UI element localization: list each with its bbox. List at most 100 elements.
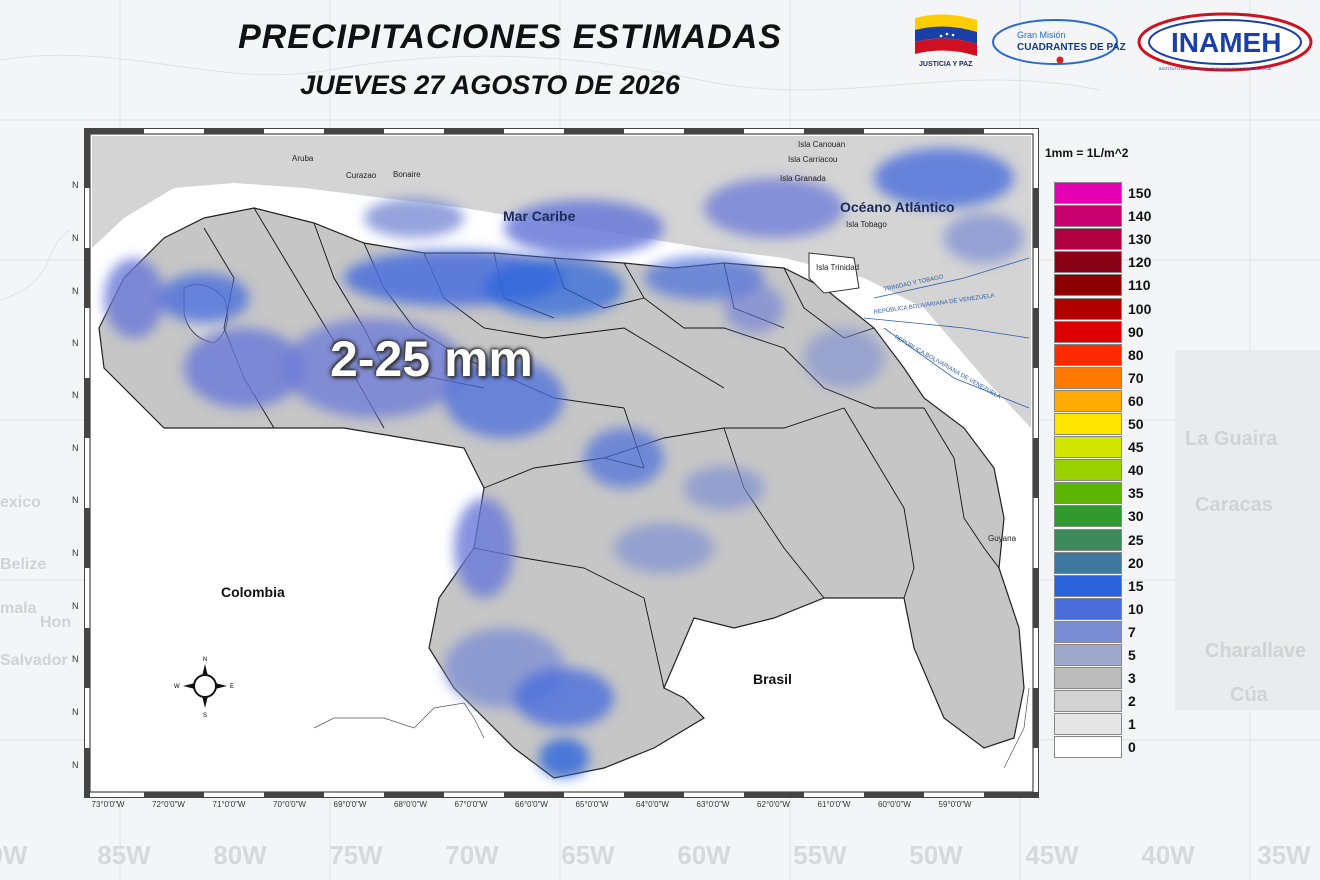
longitude-label: 66°0'0"W (515, 800, 548, 809)
svg-text:W: W (174, 684, 180, 690)
svg-text:E: E (230, 684, 234, 690)
compass-rose-icon: N S W E (174, 657, 234, 719)
island-label: Bonaire (393, 170, 421, 179)
legend-swatch (1054, 574, 1122, 597)
legend-swatch (1054, 320, 1122, 343)
inameh-text: INAMEH (1171, 27, 1281, 58)
flag-caption: JUSTICIA Y PAZ (919, 61, 973, 68)
island-label: Isla Granada (780, 174, 826, 183)
legend-value-label: 20 (1128, 554, 1144, 571)
longitude-label: 65°0'0"W (575, 800, 609, 809)
legend-swatch (1054, 620, 1122, 643)
legend-value-label: 3 (1128, 670, 1136, 687)
lat-label: N (72, 495, 79, 505)
longitude-label: 59°0'0"W (938, 800, 972, 809)
logos-bar: JUSTICIA Y PAZ Gran Misión CUADRANTES DE… (915, 12, 1313, 72)
longitude-label: 68°0'0"W (394, 800, 427, 809)
precip-range-label: 2-25 mm (330, 331, 533, 387)
bg-city-label: exico (0, 494, 41, 511)
legend-value-label: 110 (1128, 277, 1151, 294)
legend-swatch (1054, 644, 1122, 666)
legend-swatch (1054, 667, 1122, 690)
venezuela-flag-logo: JUSTICIA Y PAZ (915, 14, 977, 68)
inameh-caption: INSTITUTO NACIONAL DE METEOROLOGÍA E HID… (1159, 66, 1272, 71)
legend-swatch (1054, 736, 1122, 759)
bg-longitude-label: 85W (97, 840, 151, 870)
legend-swatch (1054, 343, 1122, 366)
legend-swatch (1054, 436, 1122, 459)
precipitation-map: TRINIDAD Y TOBAGO REPÚBLICA BOLIVARIANA … (84, 128, 1039, 798)
lat-label: N (72, 548, 79, 558)
lat-label: N (72, 180, 79, 190)
longitude-label: 73°0'0"W (91, 800, 125, 809)
legend-swatch (1054, 505, 1122, 528)
bg-city-label: Cúa (1230, 684, 1268, 706)
trinidad-island (808, 252, 860, 294)
legend-value-label: 7 (1128, 623, 1136, 640)
legend-value-label: 45 (1128, 439, 1144, 456)
longitude-label: 60°0'0"W (878, 800, 911, 809)
page-subtitle: JUEVES 27 AGOSTO DE 2026 (300, 70, 680, 100)
lat-label: N (72, 707, 79, 717)
legend-swatch (1054, 389, 1122, 412)
island-label: Aruba (292, 154, 314, 163)
legend-swatch (1054, 182, 1122, 204)
mision-line2: CUADRANTES DE PAZ (1017, 42, 1126, 53)
page-title: PRECIPITACIONES ESTIMADAS (238, 18, 782, 56)
legend-value-label: 150 (1128, 185, 1152, 201)
legend-value-label: 1 (1128, 716, 1136, 733)
region-label-mar-caribe: Mar Caribe (503, 208, 576, 224)
svg-text:N: N (203, 657, 207, 663)
legend-swatch (1054, 597, 1122, 620)
region-label-guyana: Guyana (988, 534, 1017, 543)
neighbour-borders (313, 687, 1030, 769)
bg-city-label: Belize (0, 556, 47, 573)
longitude-label: 70°0'0"W (273, 800, 306, 809)
legend-swatch (1054, 551, 1122, 574)
island-label: Isla Trinidad (816, 263, 860, 272)
bg-longitude-label: 0W (0, 840, 28, 870)
longitude-label: 67°0'0"W (454, 800, 488, 809)
legend-unit: 1mm = 1L/m^2 (1045, 146, 1129, 160)
legend-value-label: 0 (1128, 739, 1136, 756)
legend-swatch (1054, 713, 1122, 736)
bg-longitude-label: 75W (329, 840, 383, 870)
bg-city-label: Charallave (1205, 640, 1307, 662)
bg-longitude-label: 40W (1141, 840, 1195, 870)
inameh-logo: INAMEH INSTITUTO NACIONAL DE METEOROLOGÍ… (1137, 12, 1313, 72)
legend-swatch (1054, 228, 1122, 251)
longitude-label: 61°0'0"W (817, 800, 851, 809)
legend-value-label: 140 (1128, 208, 1152, 225)
legend-swatch (1054, 413, 1122, 435)
legend-value-label: 100 (1128, 300, 1152, 317)
legend-swatch (1054, 459, 1122, 482)
lat-label: N (72, 390, 79, 400)
lat-label: N (72, 760, 79, 770)
legend-swatch (1054, 251, 1122, 274)
longitude-label: 62°0'0"W (757, 800, 790, 809)
legend-value-label: 90 (1128, 323, 1144, 340)
bg-longitude-label: 55W (793, 840, 847, 870)
lat-label: N (72, 233, 79, 243)
legend-value-label: 80 (1128, 346, 1144, 363)
region-label-colombia: Colombia (221, 584, 285, 600)
legend-value-label: 70 (1128, 369, 1144, 386)
legend-value-label: 40 (1128, 462, 1144, 479)
bg-city-label: Hon (40, 614, 72, 631)
legend-value-label: 2 (1128, 693, 1136, 710)
mision-line1: Gran Misión (1017, 30, 1066, 40)
lat-label: N (72, 654, 79, 664)
frame-ticks (84, 128, 1039, 798)
bg-longitude-label: 80W (213, 840, 267, 870)
maritime-border-lines (863, 257, 1030, 409)
lat-label: N (72, 338, 79, 348)
longitude-label: 69°0'0"W (333, 800, 367, 809)
legend-value-label: 5 (1128, 647, 1136, 663)
bg-city-label: mala (0, 600, 37, 617)
cuadrantes-de-paz-logo: Gran Misión CUADRANTES DE PAZ (992, 19, 1126, 65)
legend-swatch (1054, 297, 1122, 320)
legend-value-label: 30 (1128, 508, 1144, 525)
legend-swatch (1054, 205, 1122, 228)
svg-text:S: S (203, 713, 207, 719)
